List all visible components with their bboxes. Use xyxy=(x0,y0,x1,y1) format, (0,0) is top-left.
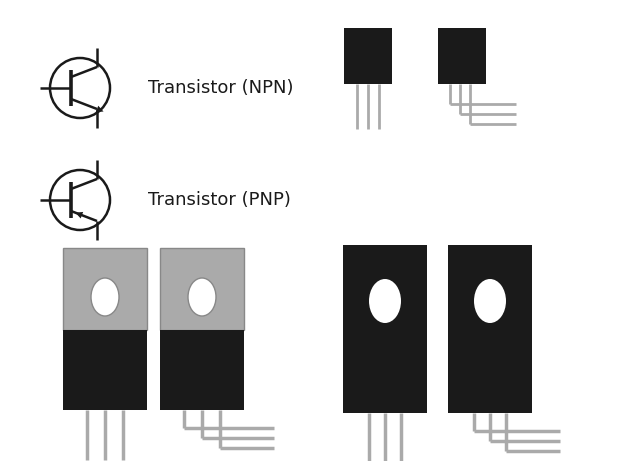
Bar xyxy=(160,330,244,410)
Text: Transistor (PNP): Transistor (PNP) xyxy=(148,191,291,209)
Ellipse shape xyxy=(369,279,401,323)
Text: Transistor (NPN): Transistor (NPN) xyxy=(148,79,294,97)
Bar xyxy=(438,28,486,84)
Polygon shape xyxy=(96,106,103,112)
Bar xyxy=(63,330,147,410)
Bar xyxy=(343,245,427,413)
Bar xyxy=(63,248,147,330)
Bar xyxy=(344,28,392,84)
Bar xyxy=(160,248,244,330)
Ellipse shape xyxy=(474,279,506,323)
Bar xyxy=(448,245,532,413)
Ellipse shape xyxy=(91,278,119,316)
Ellipse shape xyxy=(188,278,216,316)
Polygon shape xyxy=(75,212,83,219)
